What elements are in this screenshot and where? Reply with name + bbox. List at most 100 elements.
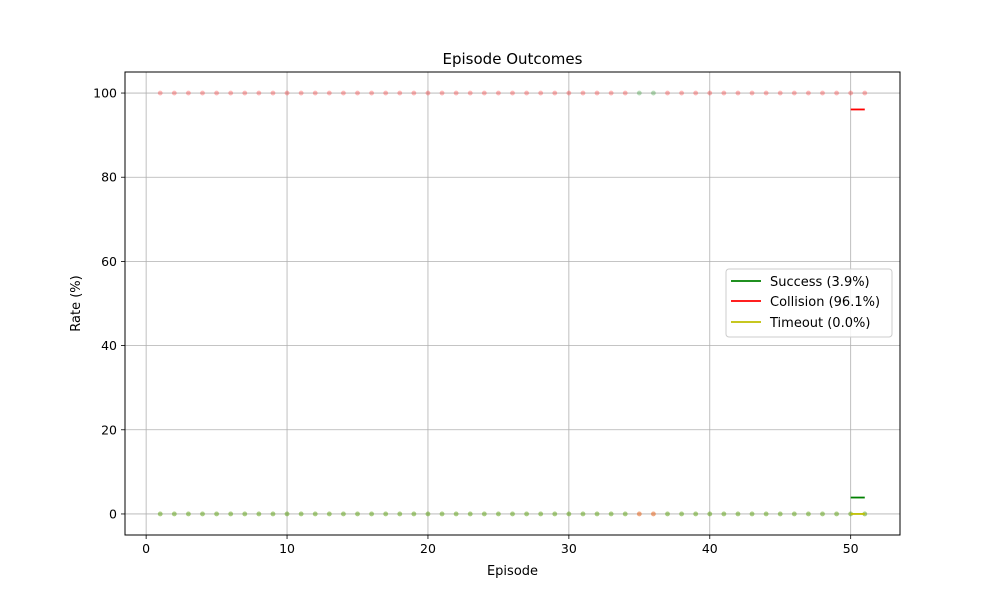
episode-point-c bbox=[834, 90, 839, 96]
episode-point-t bbox=[622, 511, 628, 517]
episode-point-s bbox=[594, 511, 600, 517]
episode-point-t bbox=[763, 511, 769, 517]
plot-frame bbox=[124, 71, 901, 536]
legend: Success (3.9%) Collision (96.1%) Timeout… bbox=[725, 268, 893, 338]
episode-point-t bbox=[552, 511, 558, 517]
episode-point-t bbox=[214, 511, 219, 517]
episode-point-c bbox=[298, 90, 304, 96]
episode-point-s bbox=[665, 511, 670, 517]
y-tick-label: 40 bbox=[101, 338, 117, 353]
episode-point-s bbox=[848, 511, 854, 517]
episode-point-c bbox=[552, 90, 558, 96]
episode-point-s bbox=[425, 511, 431, 517]
episode-point-c bbox=[439, 90, 445, 96]
episode-point-t bbox=[496, 511, 501, 517]
episode-point-s bbox=[242, 511, 248, 517]
axis-ticks: 0 10 20 30 40 50 0 20 40 60 80 100 bbox=[93, 86, 859, 556]
episode-point-s bbox=[510, 511, 515, 517]
episode-point-c bbox=[608, 90, 614, 96]
episode-point-c bbox=[425, 90, 431, 96]
episode-point-t bbox=[397, 511, 403, 517]
episode-point-s bbox=[608, 511, 614, 517]
y-tick-label: 60 bbox=[101, 254, 117, 269]
episode-point-s bbox=[735, 511, 741, 517]
episode-point-c bbox=[848, 90, 854, 96]
episode-point-t bbox=[693, 511, 699, 517]
episode-point-c bbox=[622, 90, 628, 96]
episode-point-t bbox=[820, 511, 825, 517]
episode-point-s bbox=[439, 511, 445, 517]
episode-point-s bbox=[552, 511, 558, 517]
episode-point-s bbox=[791, 511, 797, 517]
x-axis-label: Episode bbox=[487, 564, 538, 579]
episode-point-c bbox=[749, 90, 755, 96]
episode-point-c bbox=[524, 90, 529, 96]
episode-point-c bbox=[242, 90, 248, 96]
episode-point-c bbox=[200, 90, 205, 96]
episode-point-s bbox=[496, 511, 501, 517]
episode-point-c bbox=[467, 90, 473, 96]
episode-point-c bbox=[580, 90, 586, 96]
episode-point-c bbox=[594, 90, 600, 96]
legend-label-success: Success (3.9%) bbox=[770, 275, 870, 290]
episode-point-s bbox=[341, 511, 346, 517]
episode-point-t bbox=[791, 511, 797, 517]
episode-point-t bbox=[608, 511, 614, 517]
episode-point-c bbox=[806, 90, 811, 96]
episode-point-s bbox=[566, 511, 572, 517]
episode-point-c bbox=[636, 511, 642, 517]
episode-point-t bbox=[721, 511, 727, 517]
episode-point-c bbox=[171, 90, 177, 96]
episode-point-t bbox=[481, 511, 487, 517]
episode-point-t bbox=[665, 511, 670, 517]
episode-point-c bbox=[383, 90, 389, 96]
episode-point-c bbox=[355, 90, 360, 96]
y-tick-label: 80 bbox=[101, 170, 117, 185]
episode-point-c bbox=[214, 90, 219, 96]
episode-point-t bbox=[707, 511, 713, 517]
episode-point-t bbox=[636, 511, 642, 517]
episode-point-t bbox=[566, 511, 572, 517]
y-tick-label: 100 bbox=[93, 86, 117, 101]
episode-point-s bbox=[256, 511, 262, 517]
episode-point-t bbox=[453, 511, 459, 517]
episode-point-s bbox=[467, 511, 473, 517]
episode-point-c bbox=[481, 90, 487, 96]
episode-point-c bbox=[510, 90, 515, 96]
episode-point-c bbox=[341, 90, 346, 96]
episode-point-t bbox=[806, 511, 811, 517]
episode-point-t bbox=[171, 511, 177, 517]
x-tick-label: 0 bbox=[142, 541, 150, 556]
episode-point-t bbox=[284, 511, 290, 517]
episode-point-t bbox=[749, 511, 755, 517]
episode-point-t bbox=[651, 511, 656, 517]
episode-point-t bbox=[735, 511, 741, 517]
episode-point-c bbox=[777, 90, 783, 96]
episode-point-t bbox=[834, 511, 839, 517]
episode-point-s bbox=[834, 511, 839, 517]
episode-point-c bbox=[538, 90, 544, 96]
episode-point-s bbox=[707, 511, 713, 517]
x-tick-label: 20 bbox=[420, 541, 436, 556]
episode-point-c bbox=[256, 90, 262, 96]
data-marks bbox=[157, 90, 868, 517]
episode-point-t bbox=[848, 511, 854, 517]
episode-point-s bbox=[777, 511, 783, 517]
episode-point-s bbox=[171, 511, 177, 517]
x-tick-label: 30 bbox=[561, 541, 577, 556]
episode-point-c bbox=[270, 90, 276, 96]
episode-point-t bbox=[510, 511, 515, 517]
episode-point-s bbox=[312, 511, 318, 517]
episode-point-c bbox=[791, 90, 797, 96]
episode-point-c bbox=[284, 90, 290, 96]
episode-point-s bbox=[622, 511, 628, 517]
episode-point-t bbox=[355, 511, 360, 517]
episode-point-t bbox=[186, 511, 191, 517]
episode-point-t bbox=[580, 511, 586, 517]
episode-point-c bbox=[496, 90, 501, 96]
episode-point-s bbox=[806, 511, 811, 517]
episode-point-c bbox=[312, 90, 318, 96]
episode-point-t bbox=[411, 511, 417, 517]
episode-point-s bbox=[411, 511, 417, 517]
